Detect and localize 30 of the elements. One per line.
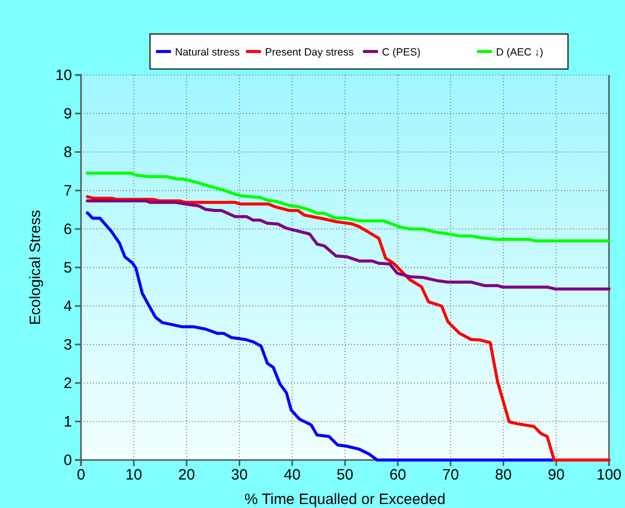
x-tick-label: 10 (125, 466, 142, 484)
line-series (86, 172, 610, 242)
x-tick-label: 0 (76, 466, 86, 484)
y-tick-label: 6 (64, 220, 72, 238)
x-tick-label: 60 (389, 466, 406, 484)
y-tick-label: 4 (64, 298, 72, 315)
legend-label: D (AEC ↓) (496, 46, 544, 58)
x-tick-label: 70 (442, 466, 459, 484)
y-tick-label: 0 (64, 452, 72, 469)
legend-label: Natural stress (175, 46, 240, 58)
legend-label: Present Day stress (265, 46, 354, 58)
x-tick-label: 50 (336, 466, 354, 484)
y-tick-label: 1 (64, 413, 72, 430)
y-axis-title: Ecological Stress (27, 210, 44, 326)
y-tick-label: 10 (55, 66, 72, 84)
x-tick-label: 40 (284, 466, 301, 484)
x-tick-label: 20 (178, 466, 195, 484)
x-tick-label: 30 (231, 466, 248, 484)
x-axis-title: % Time Equalled or Exceeded (244, 491, 446, 508)
x-tick-label: 80 (495, 466, 512, 484)
y-tick-label: 9 (64, 105, 72, 122)
y-tick-label: 5 (64, 259, 72, 276)
y-tick-label: 7 (64, 182, 72, 200)
x-tick-label: 90 (548, 466, 565, 484)
x-tick-label: 100 (596, 466, 622, 484)
y-tick-label: 3 (64, 336, 72, 354)
line-series (86, 199, 610, 291)
legend-label: C (PES) (382, 46, 421, 58)
y-tick-label: 2 (64, 374, 72, 392)
y-tick-label: 8 (64, 144, 72, 161)
